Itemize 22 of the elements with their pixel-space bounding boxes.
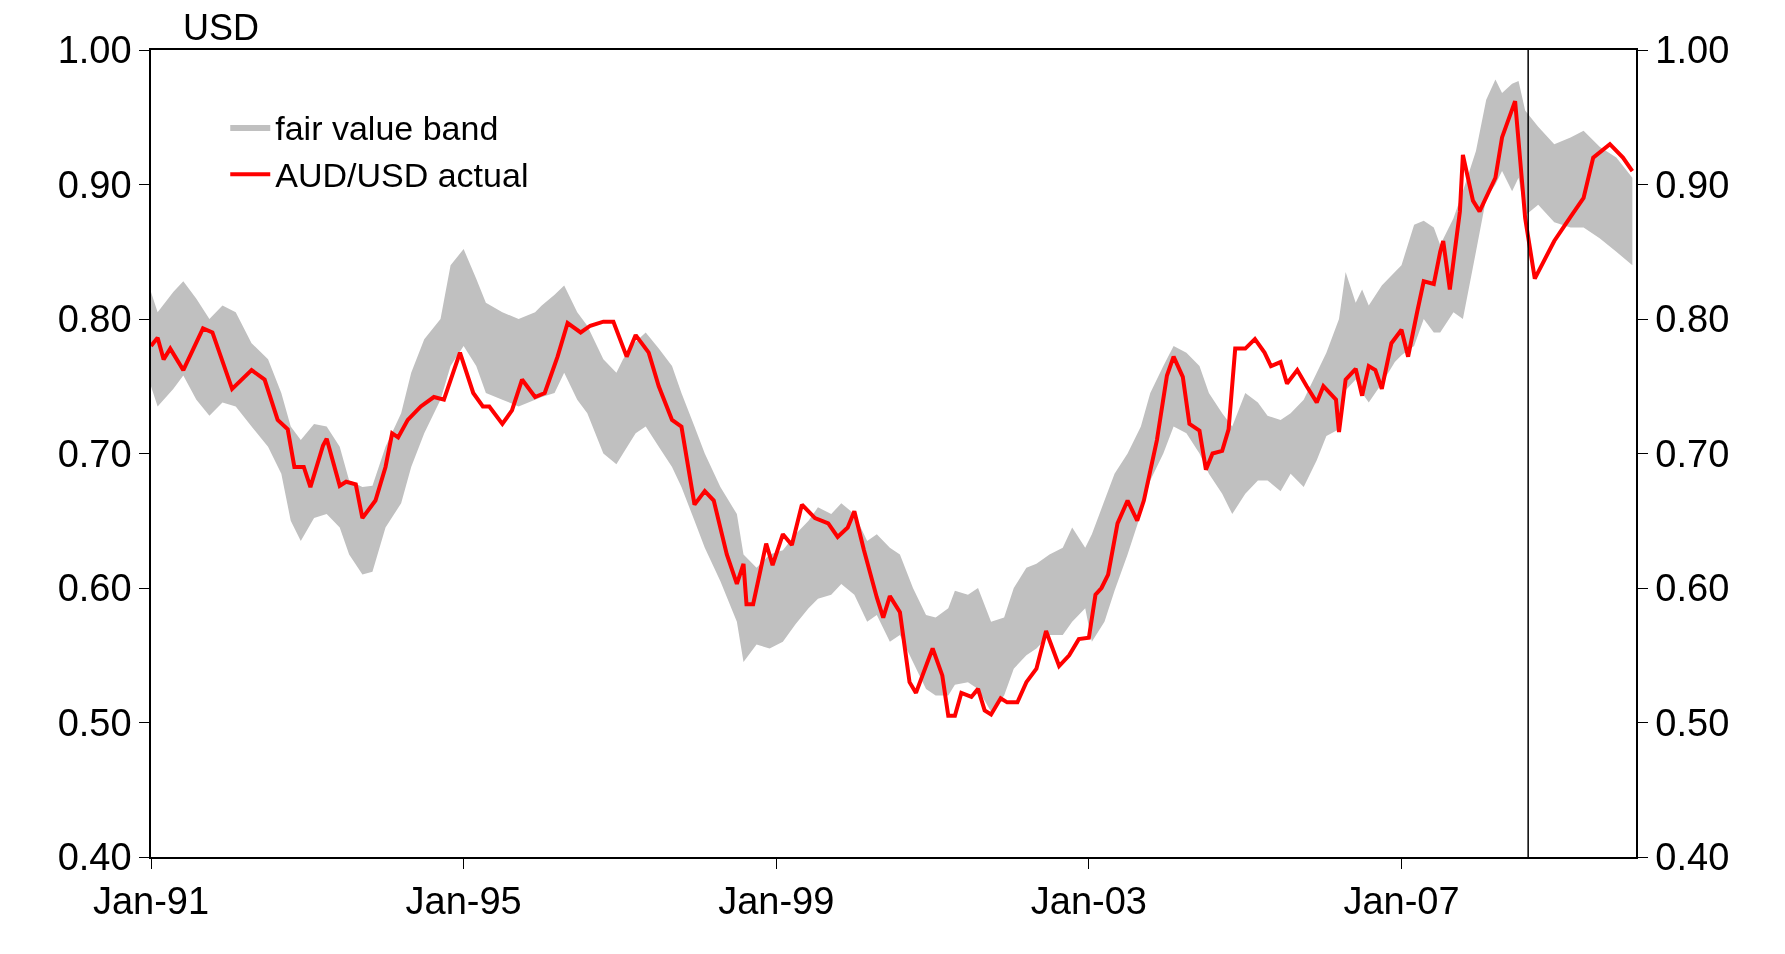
- y2-tick-label: 0.90: [1655, 163, 1730, 206]
- y-tick-label: 0.50: [57, 701, 132, 744]
- x-tick-label: Jan-03: [1030, 880, 1147, 923]
- x-tick-label: Jan-07: [1343, 880, 1460, 923]
- x-tick-label: Jan-99: [718, 880, 835, 923]
- y-tick-label: 0.90: [57, 163, 132, 206]
- legend-label: AUD/USD actual: [275, 156, 529, 195]
- y2-tick-label: 0.60: [1655, 567, 1730, 610]
- legend-label: fair value band: [275, 109, 499, 148]
- x-tick-label: Jan-91: [92, 880, 210, 923]
- y-tick-label: 0.80: [57, 298, 132, 341]
- y-axis-title: USD: [183, 7, 260, 48]
- y-tick-label: 0.40: [57, 836, 132, 879]
- y-tick-label: 1.00: [57, 29, 132, 72]
- y2-tick-label: 0.80: [1655, 298, 1730, 341]
- x-tick-label: Jan-95: [405, 880, 522, 923]
- y-tick-label: 0.60: [57, 567, 132, 610]
- y2-tick-label: 0.40: [1655, 836, 1730, 879]
- y-tick-label: 0.70: [57, 432, 132, 475]
- y2-tick-label: 1.00: [1655, 29, 1730, 72]
- y2-tick-label: 0.70: [1655, 432, 1730, 475]
- y2-tick-label: 0.50: [1655, 701, 1730, 744]
